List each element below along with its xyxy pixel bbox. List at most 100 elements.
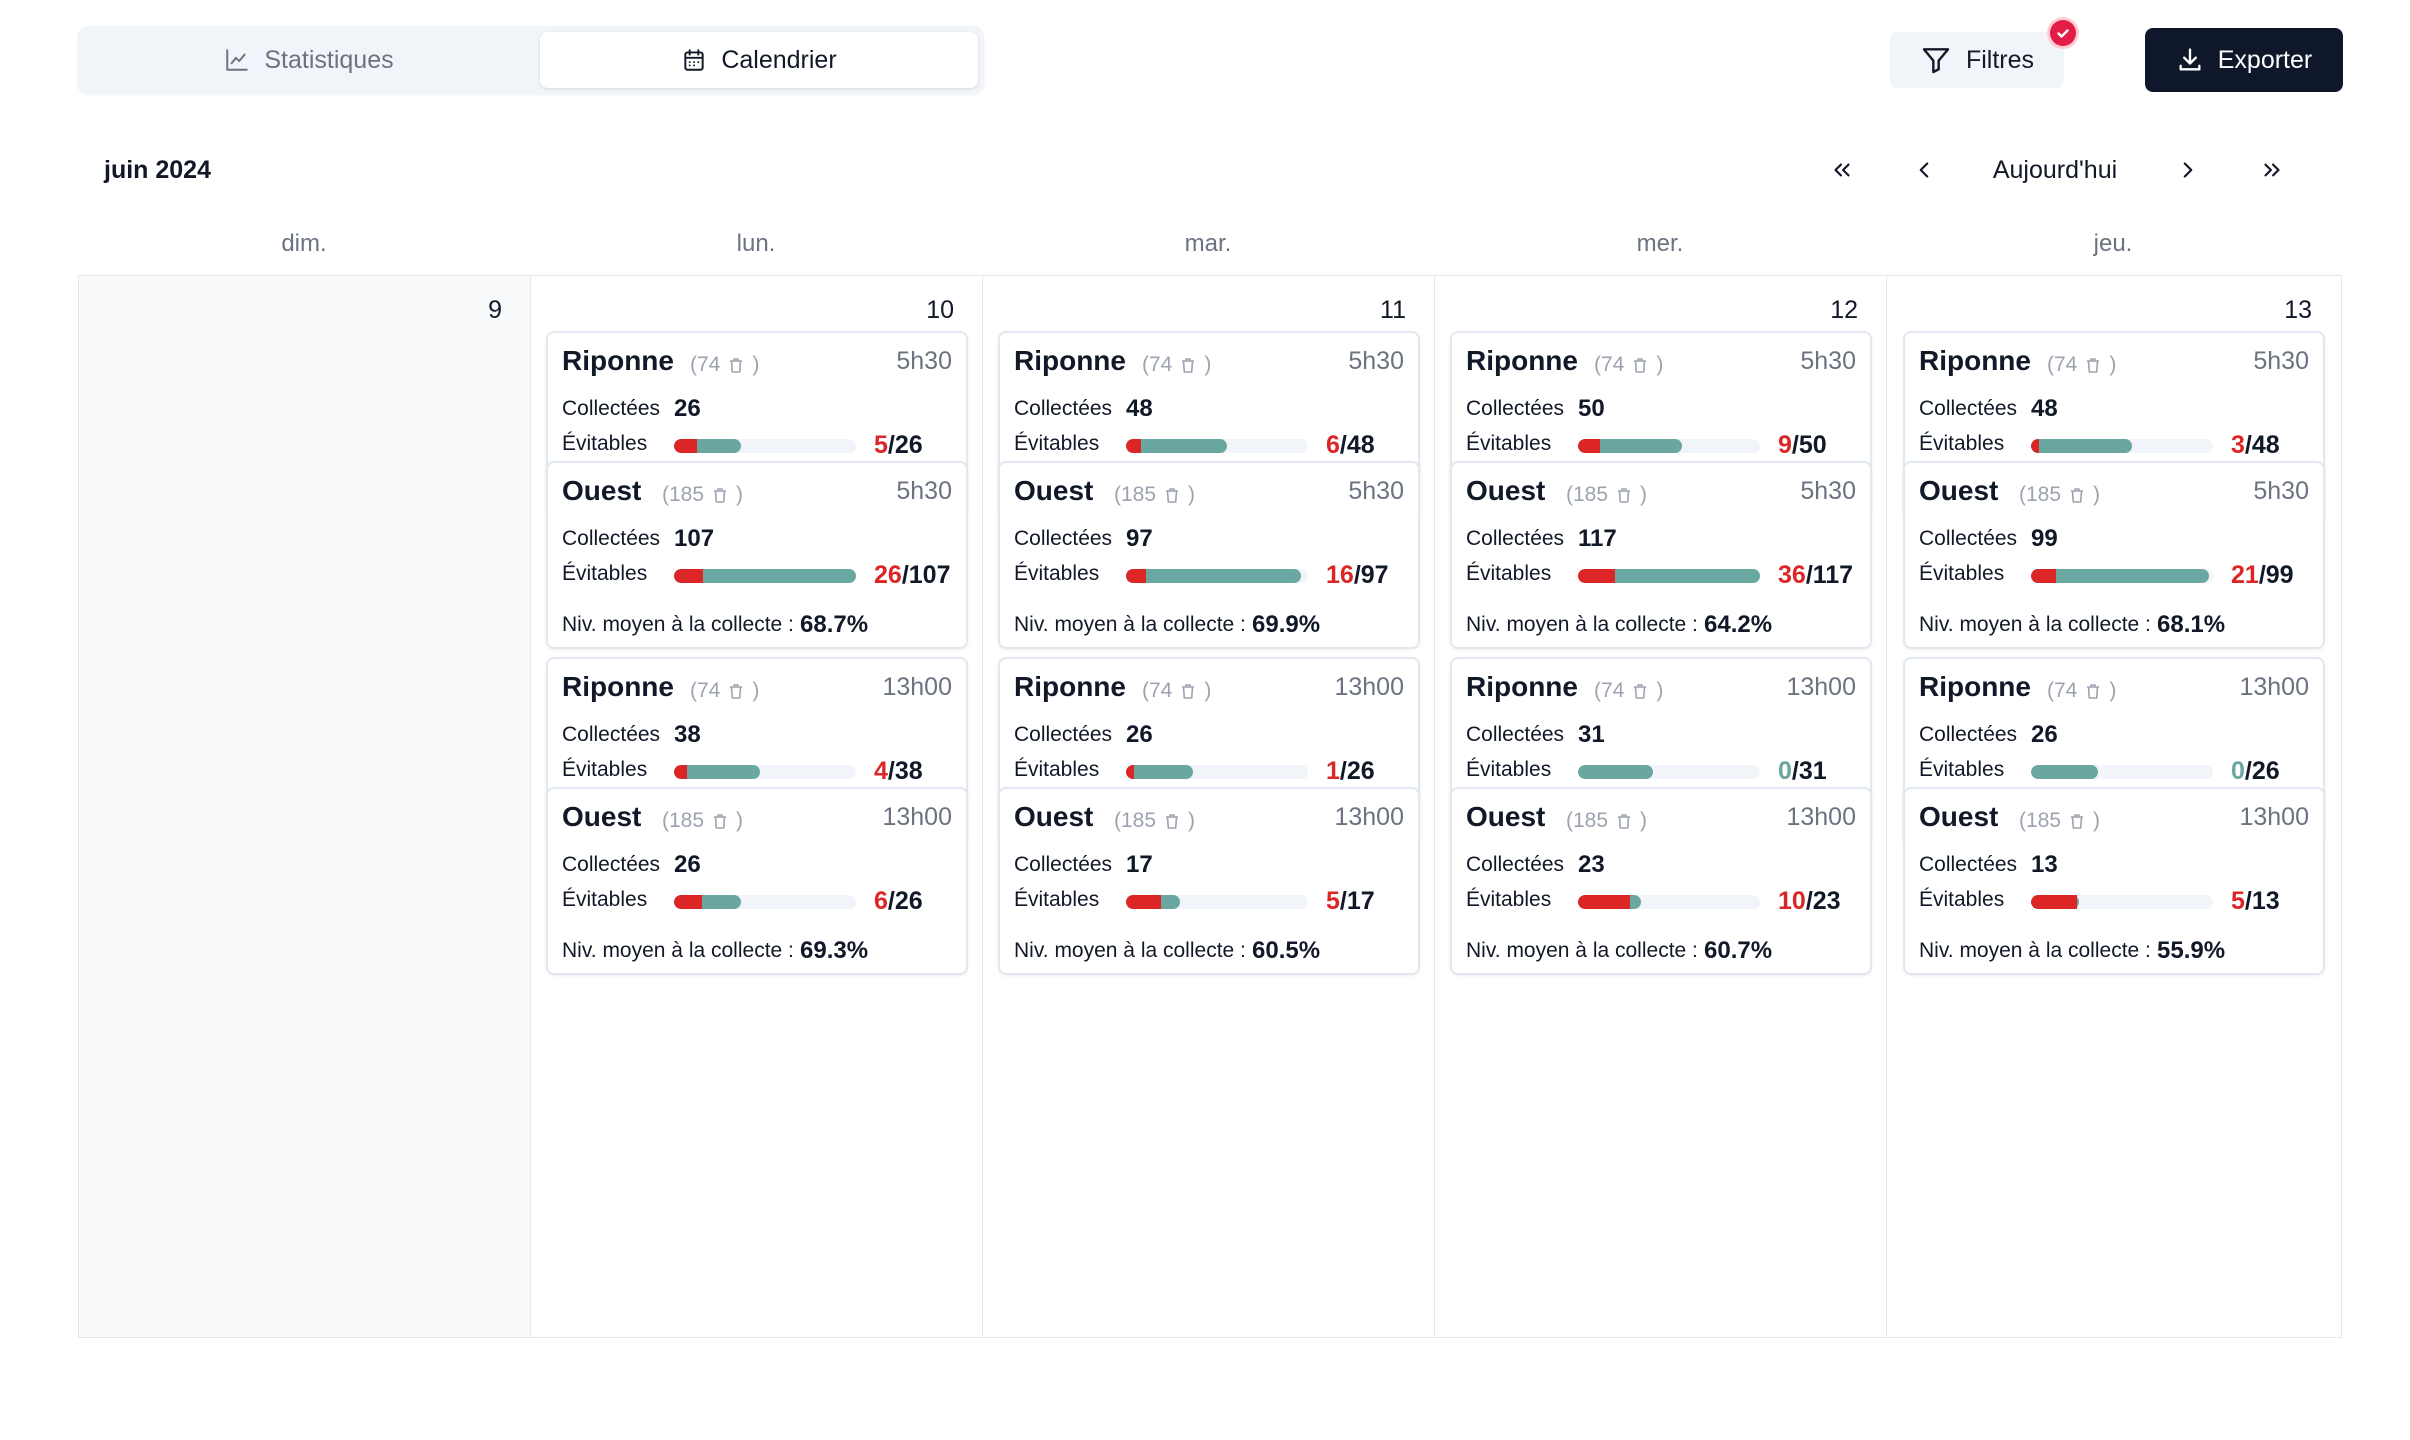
avoidable-total: /48 xyxy=(1339,431,1375,459)
avoidable-label: Évitables xyxy=(1919,432,2005,455)
avoidable-total: /38 xyxy=(887,757,923,785)
bin-icon xyxy=(1614,811,1634,831)
paren: ) xyxy=(1188,483,1196,506)
nav-first-button[interactable] xyxy=(1822,150,1862,190)
filter-icon xyxy=(1922,48,1950,74)
avoidable-count: 5 xyxy=(1326,887,1340,915)
avoidable-ratio: 0/26 xyxy=(2231,757,2280,786)
collected-value: 117 xyxy=(1578,525,1617,552)
avoidable-bar xyxy=(1126,895,1308,909)
avoidable-count: 4 xyxy=(874,757,888,785)
collected-value: 38 xyxy=(674,721,701,748)
nav-last-button[interactable] xyxy=(2252,150,2292,190)
event-time: 5h30 xyxy=(1348,477,1404,505)
avoidable-label: Évitables xyxy=(1466,432,1552,455)
avg-level-label: Niv. moyen à la collecte : xyxy=(1014,613,1246,636)
collected-value: 31 xyxy=(1578,721,1605,748)
calendar-grid: 9 10 Riponne (74) 5h30 Collectées 26 Évitables 5… xyxy=(78,275,2342,1338)
avoidable-count: 0 xyxy=(2231,757,2245,785)
bin-icon xyxy=(1162,485,1182,505)
avoidable-fill xyxy=(2031,895,2077,909)
collected-value: 107 xyxy=(674,525,715,552)
nav-prev-button[interactable] xyxy=(1904,150,1944,190)
collected-label: Collectées xyxy=(1466,723,1565,746)
collected-fill xyxy=(674,765,760,779)
collection-event-card[interactable]: Ouest (185) 13h00 Collectées 26 Évitables 6/26… xyxy=(546,787,968,975)
bin-icon xyxy=(2067,485,2087,505)
day-number: 12 xyxy=(1830,296,1858,324)
avg-level-value: 60.5% xyxy=(1252,937,1321,964)
avg-level-label: Niv. moyen à la collecte : xyxy=(1014,939,1246,962)
event-time: 5h30 xyxy=(1800,347,1856,375)
bin-count-value: (74 xyxy=(2047,353,2078,376)
day-cell[interactable]: 10 Riponne (74) 5h30 Collectées 26 Évitables 5/… xyxy=(531,276,983,1337)
paren: ) xyxy=(2109,353,2117,376)
paren: ) xyxy=(2093,483,2101,506)
tab-statistiques[interactable]: Statistiques xyxy=(84,32,534,88)
collected-value: 13 xyxy=(2031,851,2058,878)
weekday-header: lun. xyxy=(736,230,776,257)
collection-event-card[interactable]: Ouest (185) 5h30 Collectées 117 Évitables 36/1… xyxy=(1450,461,1872,649)
collection-event-card[interactable]: Ouest (185) 13h00 Collectées 23 Évitables 10/2… xyxy=(1450,787,1872,975)
event-location: Ouest xyxy=(562,475,642,506)
avoidable-bar xyxy=(1126,439,1308,453)
day-cell[interactable]: 12 Riponne (74) 5h30 Collectées 50 Évitables 9/… xyxy=(1435,276,1887,1337)
avoidable-count: 36 xyxy=(1778,561,1806,589)
nav-next-button[interactable] xyxy=(2168,150,2208,190)
avg-level-value: 64.2% xyxy=(1704,611,1773,638)
avoidable-fill xyxy=(1126,765,1134,779)
avg-level-value: 69.3% xyxy=(800,937,869,964)
paren: ) xyxy=(1204,353,1212,376)
bin-count: (74) xyxy=(1594,679,1663,703)
event-time: 13h00 xyxy=(2239,803,2309,831)
bin-count-value: (74 xyxy=(1142,679,1173,702)
avg-level-value: 69.9% xyxy=(1252,611,1321,638)
avoidable-label: Évitables xyxy=(562,432,648,455)
collection-event-card[interactable]: Ouest (185) 13h00 Collectées 17 Évitables 5/17… xyxy=(998,787,1420,975)
day-cell[interactable]: 9 xyxy=(79,276,531,1337)
collected-label: Collectées xyxy=(562,723,661,746)
avoidable-ratio: 10/23 xyxy=(1778,887,1841,916)
paren: ) xyxy=(1188,809,1196,832)
avoidable-label: Évitables xyxy=(1466,562,1552,585)
avoidable-ratio: 21/99 xyxy=(2231,561,2294,590)
collected-fill xyxy=(674,569,856,583)
filters-button[interactable]: Filtres xyxy=(1890,32,2064,88)
today-button[interactable]: Aujourd'hui xyxy=(1992,155,2118,184)
collected-fill xyxy=(1126,765,1193,779)
collected-value: 26 xyxy=(2031,721,2058,748)
avoidable-fill xyxy=(1578,895,1630,909)
day-cell[interactable]: 11 Riponne (74) 5h30 Collectées 48 Évitables 6/… xyxy=(983,276,1435,1337)
avg-level-label: Niv. moyen à la collecte : xyxy=(562,613,794,636)
collection-event-card[interactable]: Ouest (185) 5h30 Collectées 99 Évitables 21/99… xyxy=(1903,461,2325,649)
avoidable-ratio: 5/13 xyxy=(2231,887,2280,916)
collection-event-card[interactable]: Ouest (185) 13h00 Collectées 13 Évitables 5/13… xyxy=(1903,787,2325,975)
weekday-header: mer. xyxy=(1636,230,1684,257)
avoidable-bar xyxy=(674,895,856,909)
collection-event-card[interactable]: Ouest (185) 5h30 Collectées 107 Évitables 26/1… xyxy=(546,461,968,649)
collected-value: 50 xyxy=(1578,395,1605,422)
bin-icon xyxy=(710,811,730,831)
day-cell[interactable]: 13 Riponne (74) 5h30 Collectées 48 Évitables 3/… xyxy=(1888,276,2340,1337)
collected-fill xyxy=(1126,439,1227,453)
bin-icon xyxy=(710,485,730,505)
collected-fill xyxy=(1578,439,1682,453)
collected-value: 99 xyxy=(2031,525,2058,552)
weekday-header: mar. xyxy=(1184,230,1232,257)
event-location: Ouest xyxy=(1466,475,1546,506)
avoidable-count: 6 xyxy=(1326,431,1340,459)
tab-calendrier[interactable]: Calendrier xyxy=(540,32,978,88)
paren: ) xyxy=(1656,353,1664,376)
bin-count-value: (185 xyxy=(662,809,705,832)
bin-count-value: (185 xyxy=(1566,483,1609,506)
collected-value: 97 xyxy=(1126,525,1153,552)
collected-value: 26 xyxy=(674,395,701,422)
collection-event-card[interactable]: Ouest (185) 5h30 Collectées 97 Évitables 16/97… xyxy=(998,461,1420,649)
collected-value: 17 xyxy=(1126,851,1153,878)
export-button[interactable]: Exporter xyxy=(2145,28,2343,92)
avoidable-total: /26 xyxy=(887,431,923,459)
avoidable-ratio: 16/97 xyxy=(1326,561,1389,590)
avoidable-ratio: 5/26 xyxy=(874,431,923,460)
bin-count-value: (74 xyxy=(690,353,721,376)
event-location: Ouest xyxy=(1466,801,1546,832)
